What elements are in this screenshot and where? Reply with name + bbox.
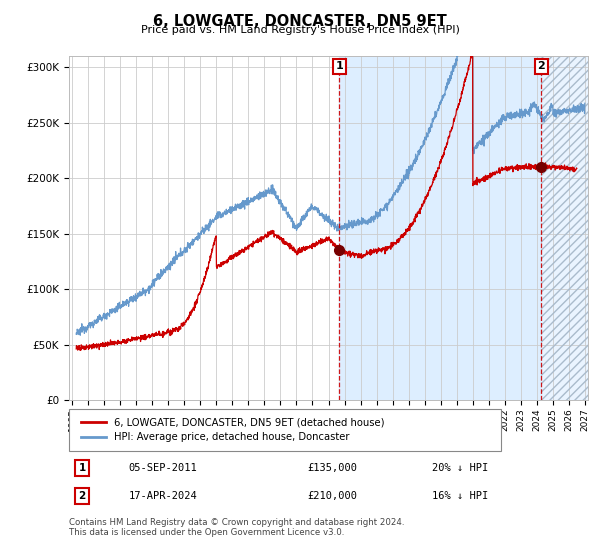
Text: 6, LOWGATE, DONCASTER, DN5 9ET: 6, LOWGATE, DONCASTER, DN5 9ET (153, 14, 447, 29)
Bar (339, 56, 541, 400)
Legend: 6, LOWGATE, DONCASTER, DN5 9ET (detached house), HPI: Average price, detached ho: 6, LOWGATE, DONCASTER, DN5 9ET (detached… (77, 413, 389, 446)
Text: Price paid vs. HM Land Registry's House Price Index (HPI): Price paid vs. HM Land Registry's House … (140, 25, 460, 35)
Text: 2: 2 (79, 491, 86, 501)
Text: 1: 1 (335, 62, 343, 71)
Text: £210,000: £210,000 (308, 491, 358, 501)
Text: 17-APR-2024: 17-APR-2024 (128, 491, 197, 501)
Text: 20% ↓ HPI: 20% ↓ HPI (432, 463, 488, 473)
Text: Contains HM Land Registry data © Crown copyright and database right 2024.
This d: Contains HM Land Registry data © Crown c… (69, 518, 404, 538)
Bar (541, 56, 600, 400)
Text: £135,000: £135,000 (308, 463, 358, 473)
Text: 2: 2 (538, 62, 545, 71)
Text: 05-SEP-2011: 05-SEP-2011 (128, 463, 197, 473)
Text: 16% ↓ HPI: 16% ↓ HPI (432, 491, 488, 501)
Text: 1: 1 (79, 463, 86, 473)
Bar (541, 56, 600, 400)
